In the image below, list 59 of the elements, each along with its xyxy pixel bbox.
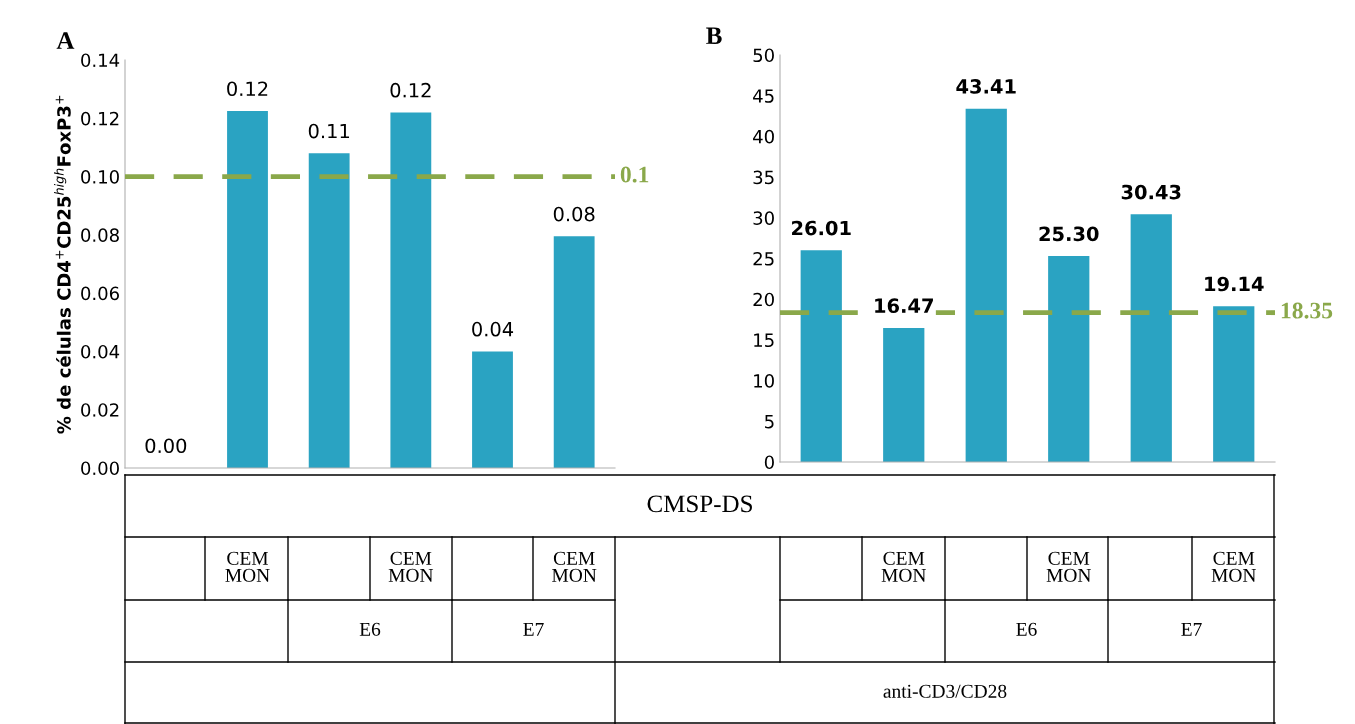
- ref-line-label: 18.35: [1281, 302, 1333, 319]
- y-tick-label: 20: [753, 292, 774, 307]
- chart-title: A: [56, 32, 75, 49]
- data-label: 0.12: [227, 81, 268, 97]
- bar: [472, 351, 513, 468]
- y-tick-label: 0.14: [81, 53, 120, 68]
- x-tick-label: CEM MON: [1046, 551, 1091, 582]
- y-axis-title: % de células CD4$^{+}$CD25$^{high}$FoxP3$^{+}$: [54, 95, 71, 434]
- y-tick-label: 5: [765, 415, 774, 429]
- data-label: 16.47: [875, 298, 933, 314]
- text: CMSP-DS: [647, 495, 752, 513]
- text: E7: [523, 622, 544, 636]
- data-label: 0.04: [472, 321, 514, 337]
- y-tick-label: 30: [753, 211, 774, 225]
- x-tick-label: CEM MON: [388, 551, 434, 582]
- chart-title: B: [706, 27, 722, 44]
- x-tick-label: CEM MON: [225, 551, 270, 582]
- x-tick-label: CEM MON: [881, 551, 926, 582]
- y-tick-label: 0.00: [81, 461, 119, 476]
- data-label: 19.14: [1205, 276, 1264, 292]
- data-label: 0.08: [553, 206, 595, 222]
- data-label: 43.41: [956, 79, 1016, 94]
- y-tick-label: 0.12: [81, 111, 119, 126]
- text: E6: [359, 622, 381, 636]
- data-label: 26.01: [792, 220, 851, 236]
- y-tick-label: 0.10: [81, 170, 119, 184]
- y-tick-label: 0.08: [81, 228, 119, 242]
- data-label: 0.12: [390, 82, 431, 98]
- bar: [965, 108, 1007, 462]
- x-tick-label: CEM MON: [1211, 551, 1256, 582]
- data-label: 30.43: [1121, 184, 1181, 200]
- data-label: 0.00: [145, 438, 187, 454]
- y-tick-label: 25: [753, 251, 774, 266]
- bar: [390, 112, 432, 468]
- y-tick-label: 15: [754, 333, 774, 348]
- bar: [800, 250, 842, 462]
- y-tick-label: 45: [753, 89, 774, 103]
- bar: [553, 236, 595, 468]
- text: anti-CD3/CD28: [883, 684, 1007, 698]
- y-tick-label: 40: [753, 129, 774, 144]
- bar: [1130, 214, 1172, 462]
- y-tick-label: 35: [753, 170, 774, 185]
- y-tick-label: 0.02: [81, 403, 119, 417]
- bar: [1213, 306, 1255, 462]
- y-tick-label: 10: [754, 374, 774, 388]
- ref-line-label: 0.1: [620, 166, 649, 183]
- y-tick-label: 0.06: [81, 286, 119, 301]
- x-tick-label: CEM MON: [552, 551, 597, 582]
- text: E7: [1181, 622, 1202, 636]
- data-label: 25.30: [1039, 226, 1099, 242]
- y-tick-label: 0: [764, 455, 774, 470]
- y-tick-label: 50: [753, 48, 774, 63]
- bar: [308, 153, 350, 468]
- y-tick-label: 0.04: [81, 344, 120, 359]
- data-label: 0.11: [308, 123, 350, 139]
- bar: [227, 111, 268, 468]
- bar: [883, 327, 925, 462]
- bar: [1048, 256, 1090, 462]
- text: E6: [1016, 622, 1037, 636]
